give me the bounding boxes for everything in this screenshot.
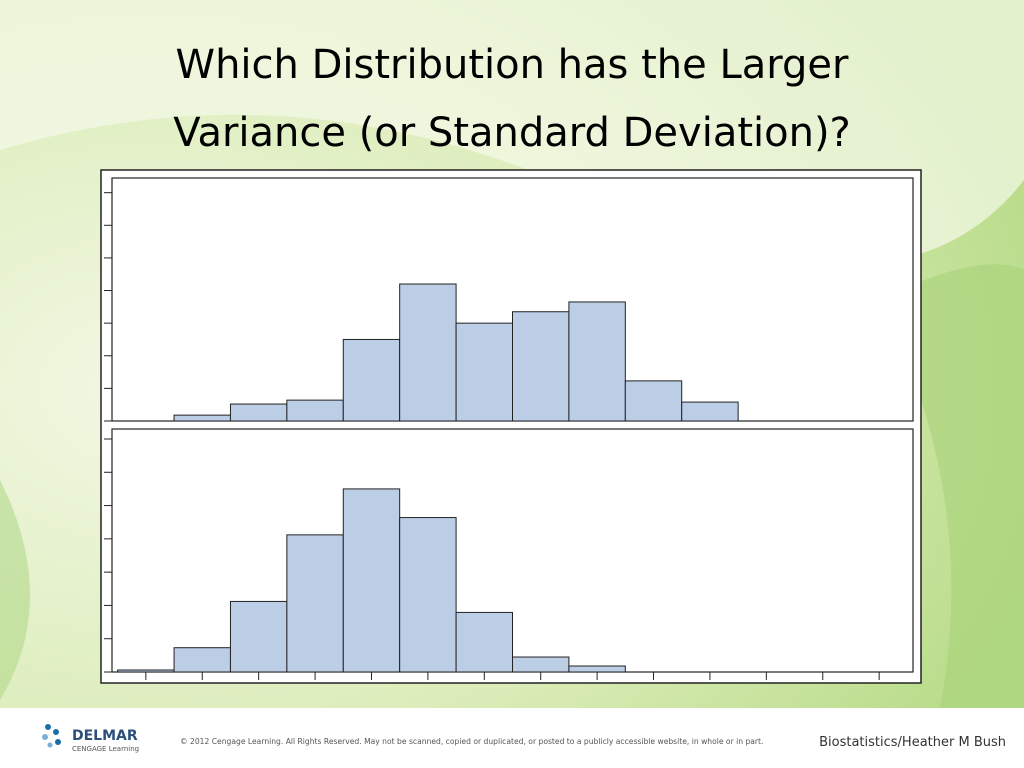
bar	[342, 488, 401, 673]
bar	[342, 338, 401, 422]
footer	[0, 708, 1024, 768]
bar	[568, 665, 626, 673]
bar	[286, 534, 344, 673]
bar	[681, 401, 739, 422]
bar	[117, 669, 175, 673]
title-line: Variance (or Standard Deviation)?	[173, 110, 851, 156]
title-line: Which Distribution has the Larger	[176, 42, 849, 88]
bar	[399, 517, 457, 673]
bar	[455, 611, 514, 673]
bar	[173, 414, 231, 422]
logo-name: DELMAR	[72, 728, 138, 744]
bar	[512, 656, 570, 673]
swirl	[0, 480, 30, 700]
bar	[229, 403, 288, 422]
copyright: © 2012 Cengage Learning. All Rights Rese…	[180, 737, 763, 746]
bar	[455, 322, 514, 422]
bar	[399, 283, 457, 422]
bar	[624, 380, 683, 422]
logo-icon	[42, 724, 61, 748]
bar	[229, 600, 288, 673]
bar	[512, 311, 570, 422]
bar	[568, 301, 626, 422]
bar	[173, 647, 231, 673]
bar	[286, 399, 344, 422]
logo-sub: CENGAGE Learning	[72, 745, 139, 753]
credit: Biostatistics/Heather M Bush	[819, 735, 1006, 750]
